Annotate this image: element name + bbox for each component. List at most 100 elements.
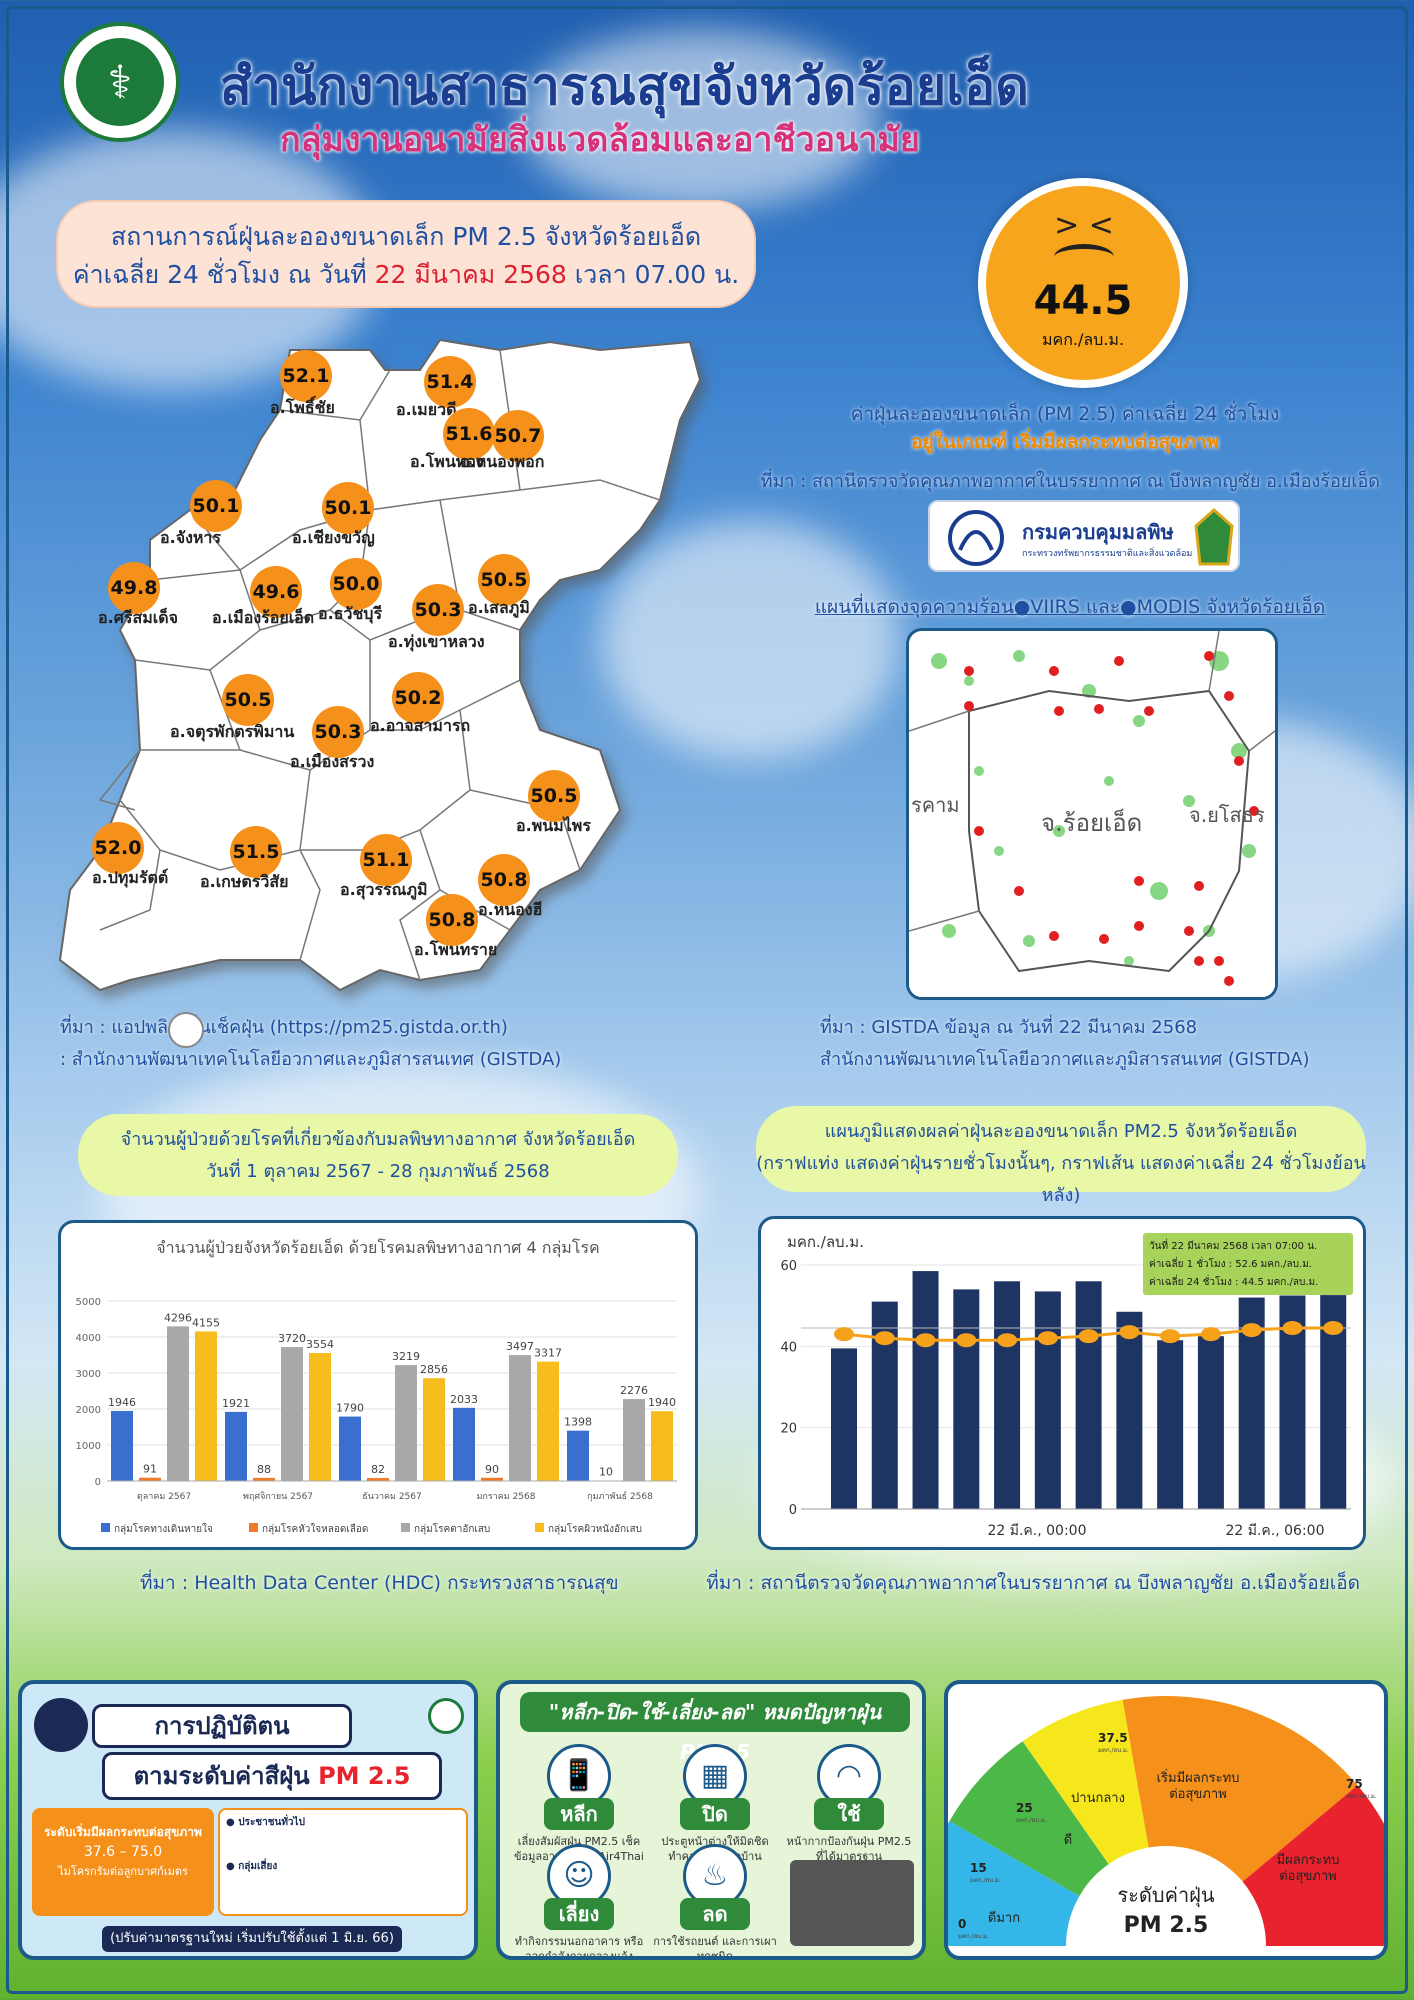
hdc-source: ที่มา : Health Data Center (HDC) กระทรวง… <box>140 1572 619 1594</box>
bar <box>309 1353 331 1481</box>
situation-line1: สถานการณ์ฝุ่นละอองขนาดเล็ก PM 2.5 จังหวั… <box>110 222 702 251</box>
prevention-item: 📱 หลีก เลี่ยงสัมผัสฝุ่น PM2.5 เช็คข้อมูลอา… <box>514 1744 644 1864</box>
y-tick-label: 20 <box>780 1422 797 1437</box>
x-tick-label: 22 มี.ค., 00:00 <box>987 1523 1086 1539</box>
legend-swatch <box>535 1523 544 1532</box>
caduceus-icon: ⚕ <box>76 38 164 126</box>
y-tick-label: 0 <box>789 1503 797 1518</box>
data-label: 1940 <box>648 1396 676 1409</box>
prevention-desc: หน้ากากป้องกันฝุ่น PM2.5 ที่ได้มาตรฐาน <box>786 1835 912 1863</box>
pm-chart-title-line1: แผนภูมิแสดงผลค่าฝุ่นละอองขนาดเล็ก PM2.5 … <box>824 1121 1298 1142</box>
bar <box>253 1477 275 1481</box>
station-source: ที่มา : สถานีตรวจวัดคุณภาพอากาศในบรรยากา… <box>706 1572 1360 1594</box>
bar <box>623 1399 645 1481</box>
patients-chart-panel: จำนวนผู้ป่วยจังหวัดร้อยเอ็ด ด้วยโรคมลพิษ… <box>58 1220 698 1550</box>
x-tick-label: 22 มี.ค., 06:00 <box>1225 1523 1324 1539</box>
angry-face-icon: > < <box>1054 208 1114 243</box>
situation-banner: สถานการณ์ฝุ่นละอองขนาดเล็ก PM 2.5 จังหวั… <box>56 200 756 308</box>
practice-subtitle: ตามระดับค่าสีฝุ่น PM 2.5 <box>102 1752 442 1800</box>
district-name: อ.เสลภูมิ <box>468 598 530 617</box>
data-label: 3554 <box>306 1338 334 1351</box>
bar <box>281 1347 303 1481</box>
gauge-level-label: เริ่มมีผลกระทบ <box>1157 1769 1240 1786</box>
district-value-badge: 50.8 <box>478 854 530 906</box>
gauge-threshold-unit: มคก./ลบ.ม. <box>1098 1747 1129 1754</box>
tooltip-line2: ค่าเฉลี่ย 1 ชั่วโมง : 52.6 มคก./ลบ.ม. <box>1149 1256 1312 1270</box>
district-value-badge: 49.6 <box>250 566 302 618</box>
district-name: อ.เมืองสรวง <box>290 752 375 771</box>
factory-icon <box>790 1860 914 1946</box>
avg24-point <box>1037 1331 1058 1346</box>
dust-mascot-icon <box>34 1698 88 1752</box>
patients-bar-chart: จำนวนผู้ป่วยจังหวัดร้อยเอ็ด ด้วยโรคมลพิษ… <box>76 1237 677 1535</box>
legend-label: กลุ่มโรคทางเดินหายใจ <box>114 1522 213 1535</box>
data-label: 1921 <box>222 1397 250 1410</box>
hourly-bar <box>831 1348 857 1509</box>
district-name: อ.โพธิ์ชัย <box>270 398 335 417</box>
practice-advice: ● ประชาชนทั่วไป ● กลุ่มเสี่ยง <box>218 1808 468 1916</box>
data-label: 1398 <box>564 1416 592 1429</box>
gauge-level-label: ต่อสุขภาพ <box>1279 1869 1337 1884</box>
data-label: 82 <box>371 1463 385 1476</box>
avg24-point <box>1160 1329 1181 1344</box>
district-name: อ.พนมไพร <box>516 816 591 835</box>
chart-title: จำนวนผู้ป่วยจังหวัดร้อยเอ็ด ด้วยโรคมลพิษ… <box>156 1237 599 1258</box>
bar <box>395 1365 417 1481</box>
district-value-badge: 50.8 <box>426 894 478 946</box>
practice-level-range: 37.6 – 75.0 <box>83 1844 163 1860</box>
hotspot-label-center: จ.ร้อยเอ็ด <box>1041 809 1143 837</box>
ministry-seal-icon <box>1194 508 1234 566</box>
district-value-badge: 50.2 <box>392 672 444 724</box>
avg24-point <box>1241 1323 1262 1338</box>
hotspot-label-left: รคาม <box>911 793 960 817</box>
situation-line2: ค่าเฉลี่ย 24 ชั่วโมง ณ วันที่ 22 มีนาคม … <box>72 260 740 289</box>
aqi-face-badge: > < 44.5 มคก./ลบ.ม. <box>978 178 1188 388</box>
practice-level-box: ระดับเริ่มมีผลกระทบต่อสุขภาพ 37.6 – 75.0… <box>32 1808 214 1916</box>
pm-chart-panel: มคก./ลบ.ม. 0 20 40 60 22 มี.ค., 00:00 22 มี.ค.… <box>758 1216 1366 1550</box>
page-subtitle: กลุ่มงานอนามัยสิ่งแวดล้อมและอาชีวอนามัย <box>280 120 920 160</box>
district-value-badge: 50.5 <box>478 554 530 606</box>
district-name: อ.ปทุมรัตต์ <box>92 868 169 887</box>
prevention-title: "หลีก-ปิด-ใช้-เลี่ยง-ลด" หมดปัญหาฝุ่น PM… <box>520 1692 910 1764</box>
pcd-ministry: กระทรวงทรัพยากรธรรมชาติและสิ่งแวดล้อม <box>1022 549 1193 559</box>
district-value-badge: 50.3 <box>412 584 464 636</box>
district-value-badge: 50.0 <box>330 558 382 610</box>
health-dept-logo <box>428 1698 464 1734</box>
district-value-badge: 50.5 <box>222 674 274 726</box>
hourly-bar <box>912 1271 939 1509</box>
prevention-desc: ทำกิจกรรมนอกอาคาร หรือออกกำลังกายกลางแจ้… <box>514 1935 644 1960</box>
data-label: 2856 <box>420 1363 448 1376</box>
gauge-threshold: 37.5 <box>1098 1731 1128 1745</box>
pm-level-gauge: ดีมาก ดี ปานกลาง เริ่มมีผลกระทบต่อสุขภาพมีผ… <box>948 1696 1384 1956</box>
pm-level-gauge-card: ดีมาก ดี ปานกลาง เริ่มมีผลกระทบ ต่อสุขภาพ มีผ… <box>944 1680 1388 1960</box>
avg24-point <box>1282 1321 1303 1336</box>
data-label: 10 <box>599 1466 613 1479</box>
gauge-threshold: 0 <box>958 1917 966 1931</box>
page-frame <box>6 6 1408 1994</box>
data-label: 4155 <box>192 1316 220 1329</box>
x-tick-label: กุมภาพันธ์ 2568 <box>587 1490 653 1502</box>
legend-label: กลุ่มโรคผิวหนังอักเสบ <box>548 1522 642 1535</box>
gauge-threshold-unit: มคก./ลบ.ม. <box>1346 1793 1377 1800</box>
hotspot-map[interactable]: รคาม จ.ร้อยเอ็ด จ.ยโสธร <box>906 628 1278 1000</box>
aqi-description: ค่าฝุ่นละอองขนาดเล็ก (PM 2.5) ค่าเฉลี่ย … <box>760 400 1370 456</box>
hourly-bar <box>1157 1340 1184 1509</box>
gauge-title: ระดับค่าฝุ่น <box>1117 1883 1214 1908</box>
pcd-emblem-icon <box>948 510 1004 566</box>
district-name: อ.โพนทราย <box>414 940 498 959</box>
bar <box>453 1407 475 1481</box>
gauge-level-label: ดีมาก <box>988 1910 1020 1926</box>
bar <box>367 1478 389 1481</box>
district-name: อ.จตุรพักตรพิมาน <box>170 722 295 741</box>
practice-level-title: ระดับเริ่มมีผลกระทบต่อสุขภาพ <box>44 1825 202 1839</box>
district-name: อ.หนองพอก <box>460 452 545 471</box>
map-source: ที่มา : แอปพลิเคชั่นเช็คฝุ่น (https://pm… <box>60 1012 700 1076</box>
x-tick-label: พฤศจิกายน 2567 <box>243 1491 313 1502</box>
y-tick-label: 40 <box>780 1340 797 1355</box>
avg24-point <box>834 1327 854 1342</box>
x-tick-label: ธันวาคม 2567 <box>362 1492 421 1502</box>
bar <box>167 1326 189 1481</box>
district-value-badge: 52.1 <box>280 350 332 402</box>
district-value-badge: 50.1 <box>322 482 374 534</box>
pm25-app-icon <box>168 1012 204 1048</box>
